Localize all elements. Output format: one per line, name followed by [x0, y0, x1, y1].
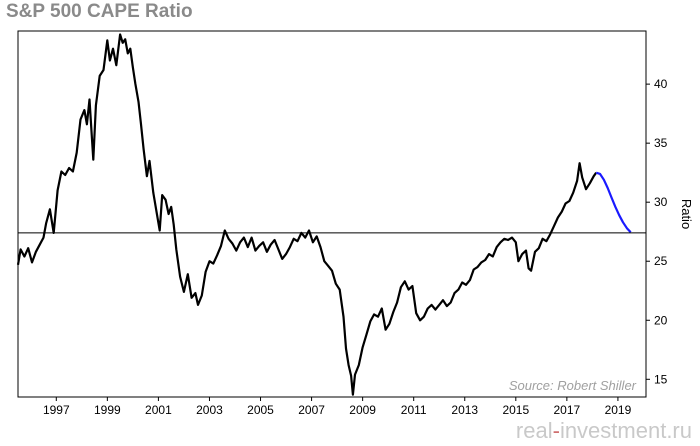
- y-tick-label: 40: [654, 77, 668, 91]
- watermark-suffix: investment.ru: [559, 418, 692, 443]
- x-tick-label: 2019: [605, 403, 632, 417]
- x-tick-label: 2015: [502, 403, 529, 417]
- y-tick-label: 30: [654, 195, 668, 209]
- x-tick-label: 2003: [196, 403, 223, 417]
- watermark-dash: -: [552, 418, 560, 443]
- y-tick-label: 15: [654, 372, 668, 386]
- x-tick-label: 2017: [554, 403, 581, 417]
- cape-history-line: [16, 33, 598, 396]
- y-tick-label: 35: [654, 136, 668, 150]
- x-tick-label: 2011: [401, 403, 427, 417]
- x-tick-label: 1999: [94, 403, 121, 417]
- x-axis: 1997 1999 2001 2003 2005 2007 2009 2011 2013 2015…: [43, 397, 632, 417]
- y-tick-label: 25: [654, 254, 668, 268]
- cape-projection-line: [595, 171, 632, 234]
- y-axis-title: Ratio: [679, 199, 694, 229]
- y-tick-label: 20: [654, 313, 668, 327]
- series-layer: [16, 33, 632, 396]
- y-axis: 15 20 25 30 35 40: [646, 77, 668, 386]
- watermark: real-investment.ru: [516, 418, 692, 444]
- x-tick-label: 2013: [451, 403, 478, 417]
- x-tick-label: 2009: [349, 403, 376, 417]
- source-annotation: Source: Robert Shiller: [509, 378, 637, 393]
- watermark-prefix: real: [515, 418, 553, 443]
- chart-title: S&P 500 CAPE Ratio: [6, 1, 193, 22]
- plot-frame: [17, 30, 647, 398]
- x-tick-label: 2001: [145, 403, 172, 417]
- x-tick-label: 2007: [298, 403, 325, 417]
- x-tick-label: 1997: [43, 403, 70, 417]
- x-tick-label: 2005: [247, 403, 274, 417]
